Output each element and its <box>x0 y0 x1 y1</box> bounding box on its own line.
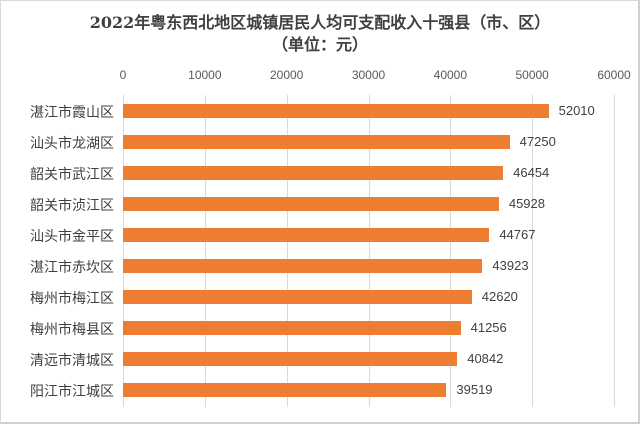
data-label: 42620 <box>481 289 518 305</box>
gridline <box>205 95 206 407</box>
category-label: 韶关市浈江区 <box>30 197 114 214</box>
bar <box>123 134 510 149</box>
data-label: 52010 <box>558 102 595 118</box>
data-label: 46454 <box>513 164 550 180</box>
bar <box>123 196 499 211</box>
data-label: 41256 <box>470 320 507 336</box>
x-tick-label: 60000 <box>597 68 631 82</box>
gridline <box>287 95 288 407</box>
bar <box>123 227 490 242</box>
x-tick-label: 30000 <box>351 68 386 82</box>
data-label: 47250 <box>519 133 556 149</box>
data-label: 40842 <box>467 351 504 367</box>
data-label: 44767 <box>499 226 536 242</box>
data-label: 39519 <box>456 382 493 398</box>
x-tick-label: 50000 <box>515 68 549 82</box>
bar <box>123 321 461 336</box>
bar <box>123 259 483 273</box>
category-label: 梅州市梅江区 <box>30 291 114 308</box>
x-tick-label: 40000 <box>433 68 468 82</box>
chart-title: 2022年粤东西北地区城镇居民人均可支配收入十强县（市、区） <box>89 13 551 32</box>
category-label: 湛江市霞山区 <box>30 104 114 121</box>
x-tick-label: 10000 <box>188 68 222 82</box>
data-label: 45928 <box>508 195 545 211</box>
data-label: 43923 <box>492 258 529 273</box>
x-tick-label: 20000 <box>269 68 304 82</box>
bar <box>123 352 458 367</box>
x-tick-label: 0 <box>119 68 127 82</box>
bar <box>123 290 472 305</box>
gridline <box>450 95 451 407</box>
gridline <box>369 95 370 407</box>
y-axis-line <box>123 95 124 407</box>
bar <box>123 103 549 118</box>
category-label: 阳江市江城区 <box>30 384 114 401</box>
category-label: 梅州市梅县区 <box>30 322 114 339</box>
gridline <box>614 95 615 407</box>
category-label: 湛江市赤坎区 <box>30 260 114 276</box>
bar <box>123 165 504 180</box>
category-label: 韶关市武江区 <box>30 166 114 183</box>
category-label: 汕头市金平区 <box>30 228 114 245</box>
category-label: 汕头市龙湖区 <box>30 135 114 152</box>
category-label: 清远市清城区 <box>30 353 114 370</box>
gridline <box>532 95 533 407</box>
chart-subtitle: （单位：元） <box>271 35 368 54</box>
bar <box>123 383 447 398</box>
